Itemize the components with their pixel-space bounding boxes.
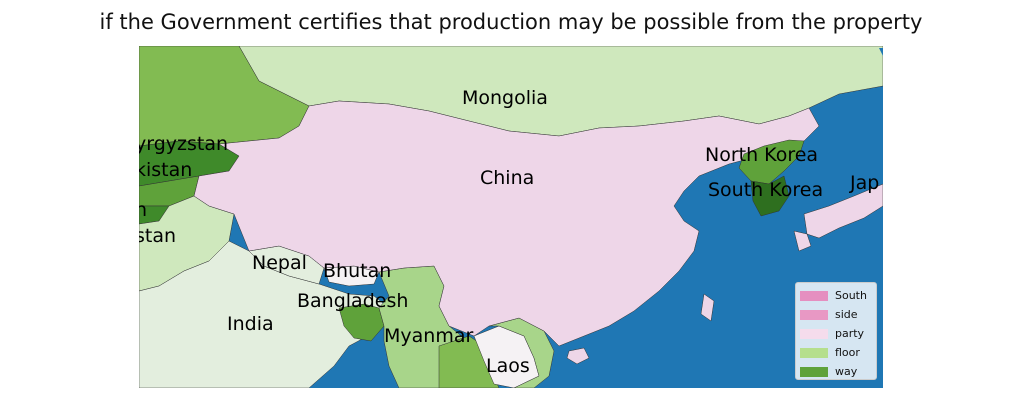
legend-label: floor — [835, 346, 860, 359]
region-china — [193, 100, 820, 347]
label-south-korea: South Korea — [708, 179, 823, 201]
region-japan-south — [793, 230, 812, 252]
label-bhutan: Bhutan — [323, 260, 391, 282]
region-bangladesh — [338, 303, 385, 342]
label-india: India — [227, 313, 274, 335]
legend-item: side — [800, 305, 872, 324]
legend-item: floor — [800, 343, 872, 362]
legend-label: side — [835, 308, 858, 321]
label-pakistan: stan — [139, 225, 176, 247]
legend-swatch — [800, 290, 828, 301]
label-afghanistan: n — [139, 199, 147, 221]
region-north-korea — [738, 139, 805, 185]
label-laos: Laos — [486, 355, 530, 377]
legend-swatch — [800, 347, 828, 358]
label-japan: Jap — [849, 172, 879, 194]
region-sakhalin — [879, 48, 883, 56]
region-south-korea — [750, 175, 790, 217]
map-title: if the Government certifies that product… — [99, 10, 923, 34]
region-japan — [803, 183, 883, 239]
region-india — [139, 240, 390, 388]
label-china: China — [480, 167, 534, 189]
label-myanmar: Myanmar — [384, 325, 473, 347]
label-tajikistan: kistan — [139, 159, 192, 181]
legend: South side party floor way — [795, 282, 877, 380]
legend-label: South — [835, 289, 867, 302]
label-north-korea: North Korea — [705, 144, 818, 166]
label-nepal: Nepal — [252, 252, 307, 274]
map-area: Mongolia China North Korea South Korea J… — [139, 46, 883, 388]
region-hainan — [566, 347, 590, 365]
legend-label: way — [835, 365, 858, 378]
legend-item: South — [800, 286, 872, 305]
legend-swatch — [800, 328, 828, 339]
region-taiwan — [700, 293, 715, 322]
label-kyrgyzstan: yrgyzstan — [139, 133, 228, 155]
map-svg: Mongolia China North Korea South Korea J… — [139, 46, 883, 388]
legend-item: party — [800, 324, 872, 343]
legend-item: way — [800, 362, 872, 381]
legend-label: party — [835, 327, 865, 340]
label-bangladesh: Bangladesh — [297, 290, 408, 312]
legend-swatch — [800, 309, 828, 320]
legend-swatch — [800, 366, 828, 377]
label-mongolia: Mongolia — [462, 87, 548, 109]
